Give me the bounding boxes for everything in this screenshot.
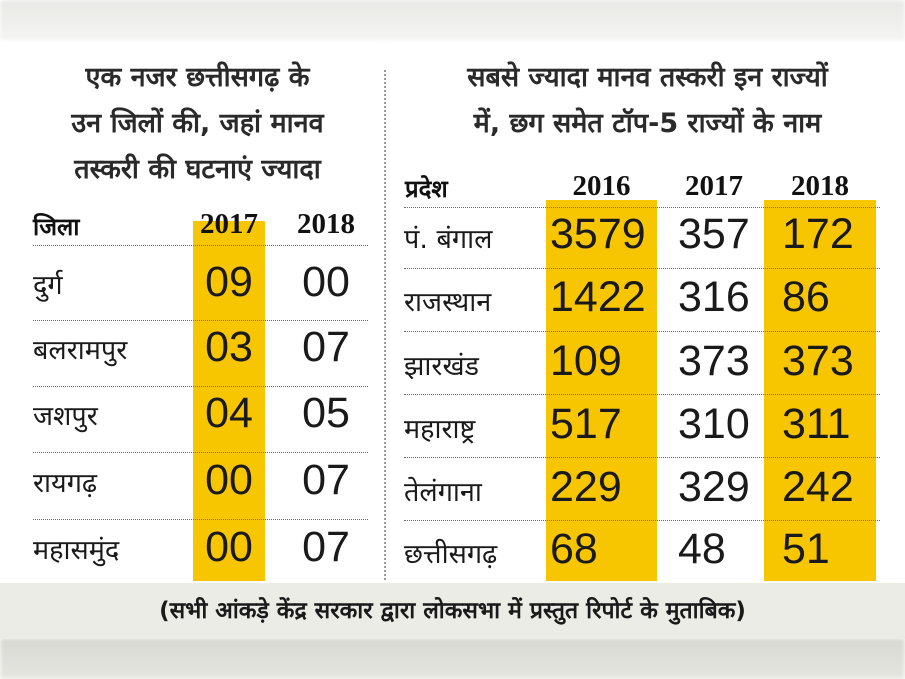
state-value-2016: 109 <box>550 337 622 385</box>
state-value-2017: 48 <box>678 525 726 573</box>
state-value-2017: 316 <box>678 273 750 321</box>
state-value-2018: 373 <box>782 337 854 385</box>
title-line: उन जिलों की, जहां मानव <box>71 108 324 139</box>
state-name: झारखंड <box>404 351 479 382</box>
district-name: रायगढ़ <box>33 468 98 499</box>
year-2018-column-header: 2018 <box>297 208 355 240</box>
state-value-2016: 68 <box>550 525 598 573</box>
row-divider <box>33 386 368 387</box>
row-divider <box>33 320 368 321</box>
district-value-2018: 00 <box>302 258 350 306</box>
blurred-page-bottom <box>0 638 905 679</box>
state-value-2018: 86 <box>782 273 830 321</box>
year-2017-column-header: 2017 <box>685 170 743 202</box>
district-value-2018: 07 <box>302 323 350 371</box>
district-value-2017: 09 <box>205 258 253 306</box>
title-line: एक नजर छत्तीसगढ़ के <box>85 62 310 93</box>
row-divider <box>404 268 880 269</box>
state-column-header: प्रदेश <box>405 175 448 203</box>
year-2017-column-header: 2017 <box>200 208 258 240</box>
state-value-2018: 172 <box>782 210 854 258</box>
row-divider <box>33 452 368 453</box>
row-divider <box>404 394 880 395</box>
year-2016-column-header: 2016 <box>572 170 631 202</box>
district-table-title: एक नजर छत्तीसगढ़ के उन जिलों की, जहां मा… <box>20 55 375 193</box>
state-value-2017: 357 <box>678 210 750 258</box>
state-value-2018: 242 <box>782 463 854 511</box>
district-value-2018: 05 <box>302 389 350 437</box>
state-value-2016: 229 <box>550 463 622 511</box>
title-line: में, छग समेत टॉप-5 राज्यों के नाम <box>473 108 822 139</box>
district-value-2017: 03 <box>205 323 253 371</box>
state-value-2017: 373 <box>678 337 750 385</box>
source-note-bar <box>0 583 905 639</box>
row-divider <box>404 520 880 521</box>
state-value-2016: 1422 <box>550 273 646 321</box>
district-value-2018: 07 <box>302 523 350 571</box>
highlight-column-2016-right <box>546 200 657 581</box>
highlight-column-2017-left <box>193 221 265 581</box>
state-value-2016: 517 <box>550 400 622 448</box>
state-name: महाराष्ट्र <box>404 414 476 445</box>
title-line: सबसे ज्यादा मानव तस्करी इन राज्यों <box>467 62 828 93</box>
district-value-2017: 00 <box>205 456 253 504</box>
row-divider <box>404 331 880 332</box>
state-name: तेलंगाना <box>404 477 482 508</box>
state-table-title: सबसे ज्यादा मानव तस्करी इन राज्यों में, … <box>395 55 900 147</box>
row-divider <box>33 245 368 246</box>
district-value-2018: 07 <box>302 456 350 504</box>
state-value-2018: 51 <box>782 525 830 573</box>
state-name: राजस्थान <box>404 287 492 318</box>
year-2018-column-header: 2018 <box>791 170 849 202</box>
district-value-2017: 04 <box>205 389 253 437</box>
row-divider <box>404 457 880 458</box>
column-divider <box>384 70 386 580</box>
district-name: जशपुर <box>33 401 98 432</box>
state-name: छत्तीसगढ़ <box>404 539 498 570</box>
state-value-2018: 311 <box>782 400 851 448</box>
district-table-card <box>5 42 380 582</box>
district-name: दुर्ग <box>33 270 63 301</box>
district-name: बलरामपुर <box>33 335 128 366</box>
highlight-column-2018-right <box>764 200 876 581</box>
blurred-page-top <box>0 0 905 40</box>
state-value-2017: 329 <box>678 463 750 511</box>
state-value-2016: 3579 <box>550 210 646 258</box>
state-name: पं. बंगाल <box>404 224 493 255</box>
district-value-2017: 00 <box>205 523 253 571</box>
district-name: महासमुंद <box>33 535 120 566</box>
state-value-2017: 310 <box>678 400 750 448</box>
source-note: (सभी आंकड़े केंद्र सरकार द्वारा लोकसभा म… <box>159 598 746 624</box>
row-divider <box>33 519 368 520</box>
district-column-header: जिला <box>33 213 80 241</box>
row-divider <box>404 207 880 208</box>
title-line: तस्करी की घटनाएं ज्यादा <box>74 154 321 185</box>
